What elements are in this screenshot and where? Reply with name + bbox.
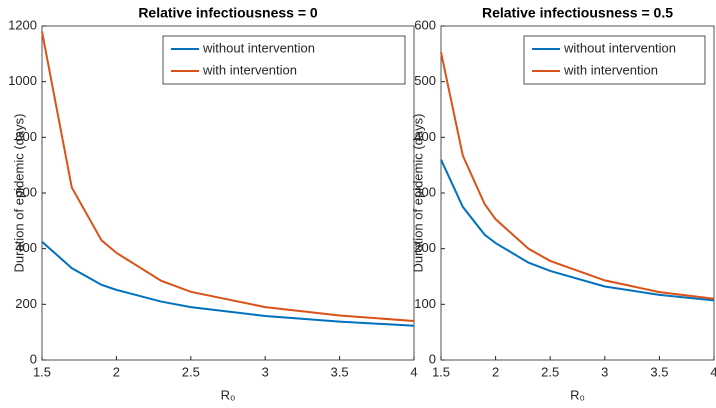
chart-title: Relative infectiousness = 0.5 xyxy=(482,5,673,21)
y-tick-label: 500 xyxy=(414,73,436,88)
y-tick-label: 1000 xyxy=(8,73,37,88)
y-tick-label: 600 xyxy=(414,17,436,32)
y-tick-label: 0 xyxy=(429,351,436,366)
y-tick-label: 400 xyxy=(414,129,436,144)
data-line xyxy=(440,51,715,300)
x-tick-label: 2.5 xyxy=(182,364,200,379)
chart-title: Relative infectiousness = 0 xyxy=(138,5,318,21)
x-axis-label: R₀ xyxy=(221,387,236,402)
y-tick-label: 400 xyxy=(15,240,37,255)
x-axis-label: R₀ xyxy=(570,387,585,402)
x-tick-label: 2.5 xyxy=(541,364,559,379)
legend-label: with intervention xyxy=(563,62,658,77)
x-tick-label: 1.5 xyxy=(432,364,450,379)
y-tick-label: 200 xyxy=(15,296,37,311)
legend-label: without intervention xyxy=(202,40,315,55)
y-tick-label: 0 xyxy=(30,351,37,366)
x-tick-label: 4 xyxy=(410,364,417,379)
y-axis-label: Duration of epidemic (days) xyxy=(11,114,26,273)
x-tick-label: 4 xyxy=(710,364,716,379)
data-line xyxy=(41,240,415,327)
data-line xyxy=(440,159,715,302)
y-tick-label: 200 xyxy=(414,240,436,255)
x-tick-label: 2 xyxy=(492,364,499,379)
x-tick-label: 3.5 xyxy=(650,364,668,379)
legend-box xyxy=(523,35,706,85)
legend-label: with intervention xyxy=(202,62,297,77)
y-tick-label: 100 xyxy=(414,296,436,311)
legend-label: without intervention xyxy=(563,40,676,55)
y-tick-label: 300 xyxy=(414,184,436,199)
x-tick-label: 1.5 xyxy=(33,364,51,379)
legend-box xyxy=(162,35,406,85)
chart-panel: 0 200 400 600 800 1000 1200 1.5 2 2.5 3 3.5 4 Relativ… xyxy=(8,5,418,403)
data-line xyxy=(41,31,415,323)
chart-panel: 0 100 200 300 400 500 600 1.5 2 2.5 3 3.5 4 Relative … xyxy=(410,5,716,403)
x-tick-label: 3 xyxy=(262,364,269,379)
y-axis-label: Duration of epidemic (days) xyxy=(410,114,425,273)
x-tick-label: 2 xyxy=(113,364,120,379)
y-tick-label: 600 xyxy=(15,184,37,199)
x-tick-label: 3 xyxy=(601,364,608,379)
x-tick-label: 3.5 xyxy=(331,364,349,379)
y-tick-label: 1200 xyxy=(8,17,37,32)
y-tick-label: 800 xyxy=(15,129,37,144)
